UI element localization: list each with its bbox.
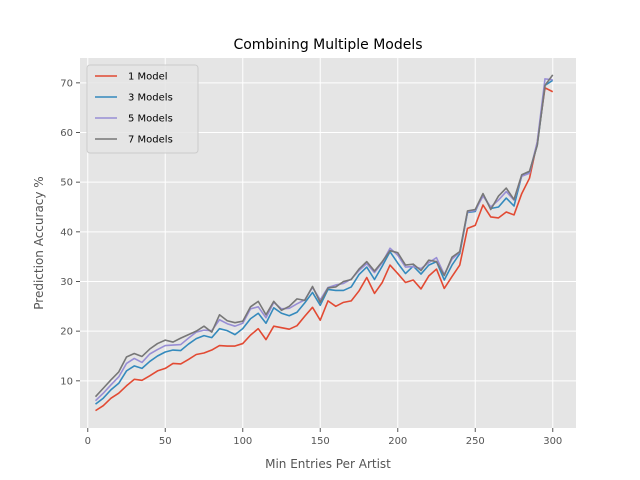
y-axis-label: Prediction Accuracy % [32,176,46,309]
y-tick-label: 60 [60,128,73,139]
x-tick-label: 150 [311,436,330,447]
grid-lines [80,58,576,428]
y-tick-label: 50 [60,178,73,189]
legend-label: 3 Models [128,93,173,104]
y-tick-label: 20 [60,327,73,338]
x-tick-label: 300 [543,436,562,447]
chart-title: Combining Multiple Models [233,37,422,53]
x-tick-label: 250 [466,436,485,447]
series-line-1 [95,87,554,412]
y-tick-label: 40 [60,227,73,238]
legend-label: 7 Models [128,135,173,146]
y-tick-label: 10 [60,376,73,387]
axis-ticks: 0 50 100 150 200 250 300 10 20 30 40 50 60 70 [60,78,562,447]
x-axis-label: Min Entries Per Artist [265,457,391,471]
legend-label: 1 Model [128,72,168,83]
x-tick-label: 0 [85,436,91,447]
x-tick-label: 100 [233,436,252,447]
series-lines [94,74,554,412]
legend-label: 5 Models [128,114,173,125]
y-tick-label: 30 [60,277,73,288]
x-tick-label: 50 [159,436,172,447]
y-tick-label: 70 [60,78,73,89]
legend-box [86,64,199,154]
x-tick-label: 200 [388,436,407,447]
series-line-4 [94,74,554,398]
legend: 1 Model 3 Models 5 Models 7 Models [86,64,199,154]
